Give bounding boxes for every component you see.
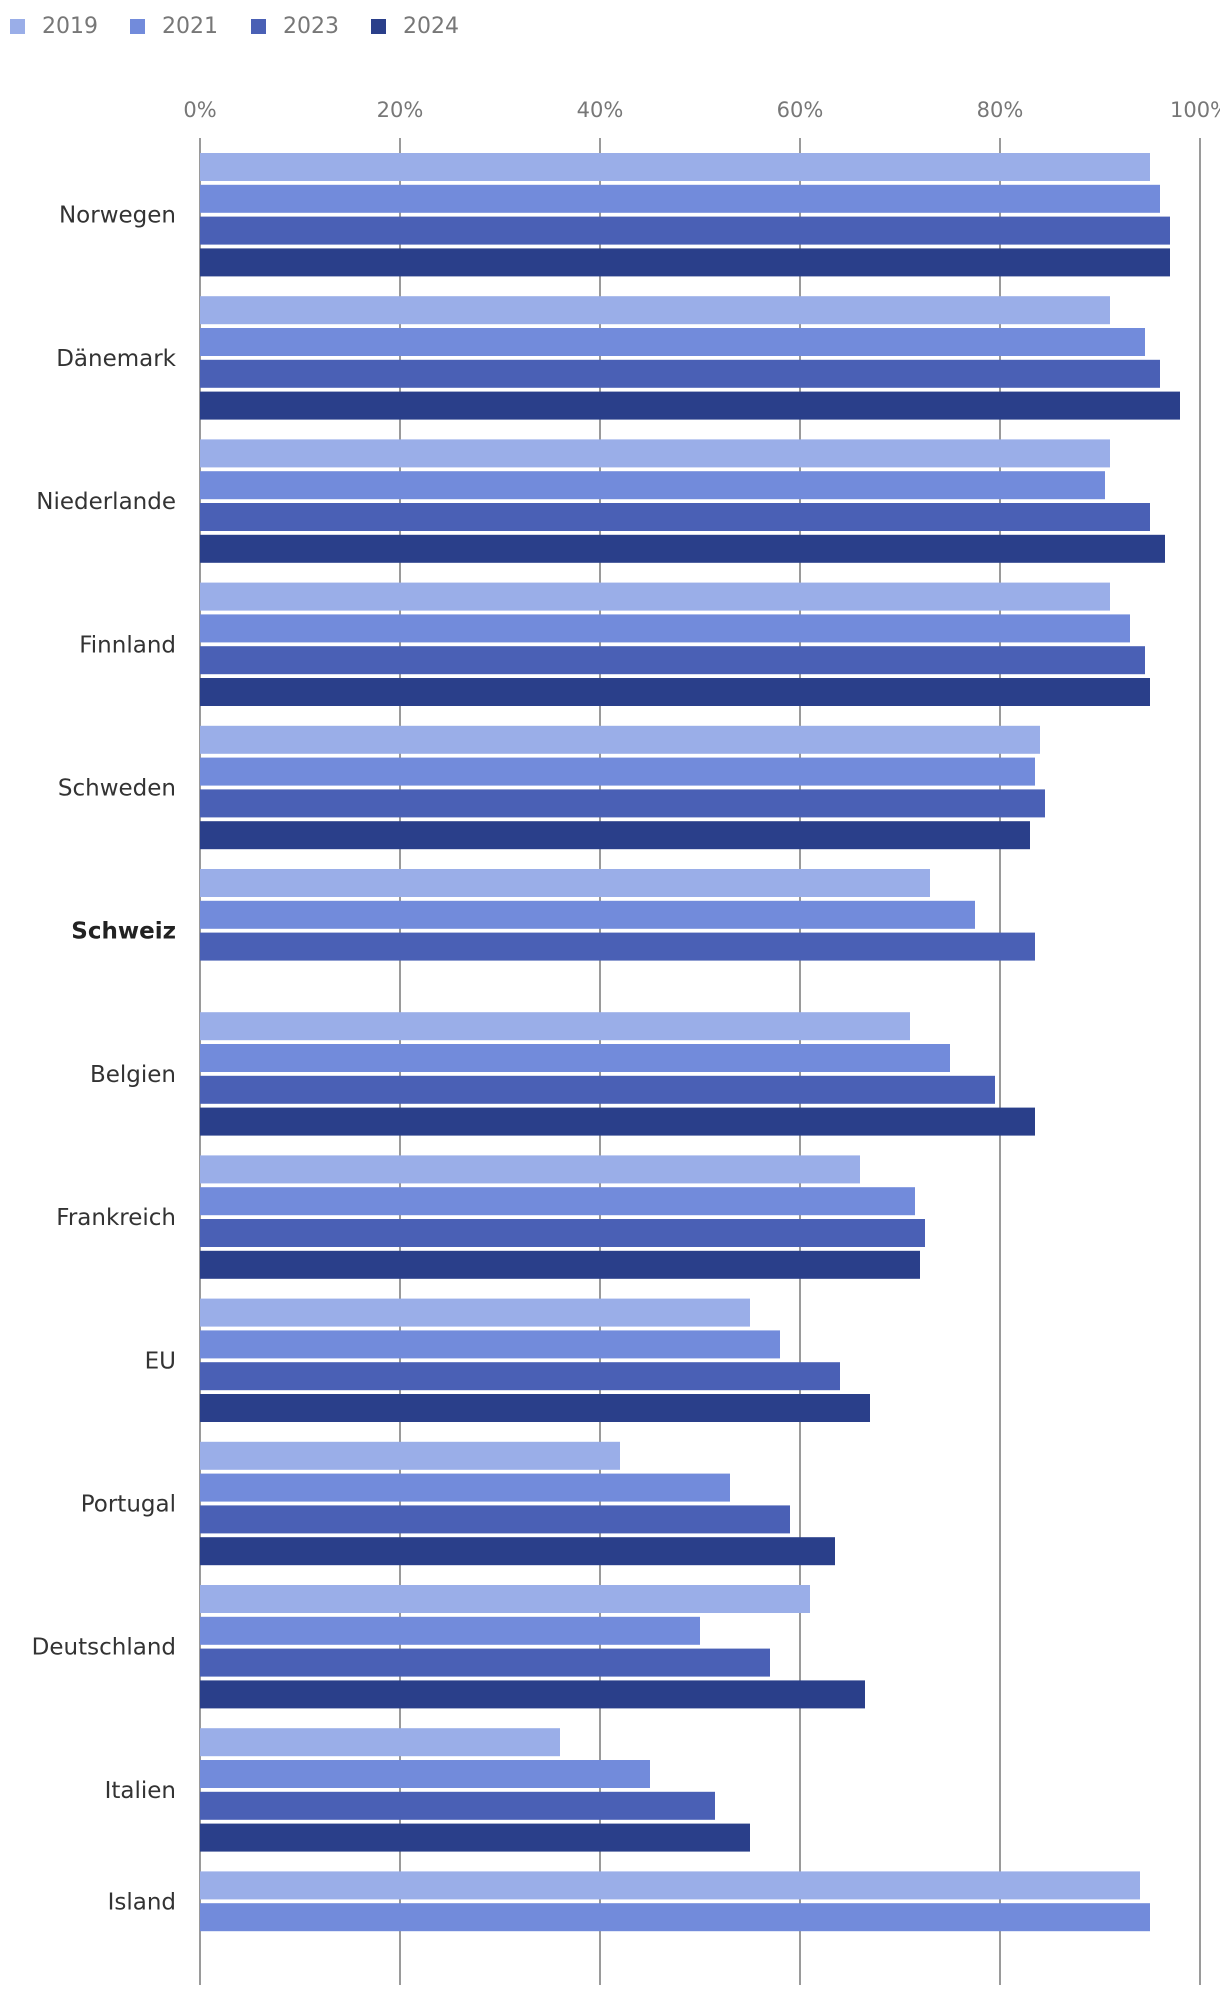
bar-norwegen-2023 (200, 216, 1170, 245)
bar-norwegen-2024 (200, 248, 1170, 277)
bar-frankreich-2021 (200, 1187, 915, 1216)
category-label-finnland: Finnland (79, 632, 176, 658)
bar-portugal-2019 (200, 1441, 620, 1470)
bar-schweden-2021 (200, 757, 1035, 786)
bar-deutschland-2021 (200, 1616, 700, 1645)
bar-dänemark-2024 (200, 391, 1180, 420)
tick-label-20: 20% (377, 98, 424, 122)
bar-deutschland-2024 (200, 1680, 865, 1709)
category-label-frankreich: Frankreich (56, 1205, 176, 1231)
bar-frankreich-2019 (200, 1155, 860, 1184)
bar-norwegen-2019 (200, 153, 1150, 181)
legend-swatch-2019 (10, 19, 25, 34)
bar-portugal-2024 (200, 1537, 835, 1566)
bar-eu-2023 (200, 1362, 840, 1391)
legend-swatch-2024 (371, 19, 386, 34)
bar-italien-2024 (200, 1823, 750, 1852)
legend: 2019 2021 2023 2024 (10, 14, 459, 39)
bar-niederlande-2024 (200, 534, 1165, 563)
bar-dänemark-2019 (200, 296, 1110, 325)
category-label-deutschland: Deutschland (32, 1635, 176, 1661)
category-label-schweiz: Schweiz (71, 919, 176, 945)
category-labels: Norwegen Dänemark Niederlande Finnland Schwe… (32, 203, 177, 1916)
bar-finnland-2019 (200, 582, 1110, 611)
bar-island-2019 (200, 1871, 1140, 1900)
bar-schweiz-2023 (200, 932, 1035, 961)
tick-label-40: 40% (577, 98, 624, 122)
bar-frankreich-2024 (200, 1250, 920, 1279)
legend-label-2024: 2024 (403, 14, 459, 39)
bar-norwegen-2021 (200, 184, 1160, 213)
bar-dänemark-2021 (200, 328, 1145, 356)
category-label-eu: EU (145, 1348, 176, 1374)
bar-belgien-2021 (200, 1044, 950, 1072)
legend-label-2019: 2019 (42, 14, 98, 39)
bar-niederlande-2021 (200, 471, 1105, 500)
category-label-norwegen: Norwegen (59, 203, 176, 229)
bar-schweden-2019 (200, 725, 1040, 754)
bar-niederlande-2023 (200, 503, 1150, 531)
category-label-island: Island (108, 1889, 176, 1915)
bar-eu-2021 (200, 1330, 780, 1359)
bar-schweden-2024 (200, 821, 1030, 850)
bar-italien-2019 (200, 1728, 560, 1757)
category-label-italien: Italien (105, 1778, 176, 1804)
bar-deutschland-2019 (200, 1585, 810, 1613)
bar-finnland-2021 (200, 614, 1130, 643)
bar-eu-2024 (200, 1394, 870, 1422)
bar-belgien-2023 (200, 1075, 995, 1104)
bar-portugal-2023 (200, 1505, 790, 1534)
bar-frankreich-2023 (200, 1219, 925, 1247)
category-label-belgien: Belgien (90, 1062, 176, 1088)
tick-label-0: 0% (183, 98, 216, 122)
bar-dänemark-2023 (200, 359, 1160, 388)
bar-belgien-2024 (200, 1107, 1035, 1136)
bar-schweiz-2021 (200, 900, 975, 929)
legend-swatch-2021 (130, 19, 145, 34)
tick-label-80: 80% (977, 98, 1024, 122)
tick-label-60: 60% (777, 98, 824, 122)
bar-island-2021 (200, 1903, 1150, 1932)
bar-deutschland-2023 (200, 1648, 770, 1677)
legend-label-2021: 2021 (162, 14, 218, 39)
bar-italien-2023 (200, 1791, 715, 1820)
bar-schweden-2023 (200, 789, 1045, 818)
bar-eu-2019 (200, 1298, 750, 1327)
category-label-portugal: Portugal (81, 1492, 176, 1518)
bar-italien-2021 (200, 1760, 650, 1788)
category-label-niederlande: Niederlande (36, 489, 176, 515)
legend-swatch-2023 (251, 19, 266, 34)
x-axis-ticks: 0% 20% 40% 60% 80% 100% (183, 98, 1220, 122)
legend-label-2023: 2023 (283, 14, 339, 39)
tick-label-100: 100% (1170, 98, 1220, 122)
bar-finnland-2024 (200, 678, 1150, 706)
category-label-schweden: Schweden (58, 776, 176, 802)
category-label-dänemark: Dänemark (56, 346, 176, 372)
bar-belgien-2019 (200, 1012, 910, 1041)
bars (200, 153, 1180, 1932)
bar-portugal-2021 (200, 1473, 730, 1502)
bar-finnland-2023 (200, 646, 1145, 675)
bar-schweiz-2019 (200, 869, 930, 897)
bar-niederlande-2019 (200, 439, 1110, 468)
